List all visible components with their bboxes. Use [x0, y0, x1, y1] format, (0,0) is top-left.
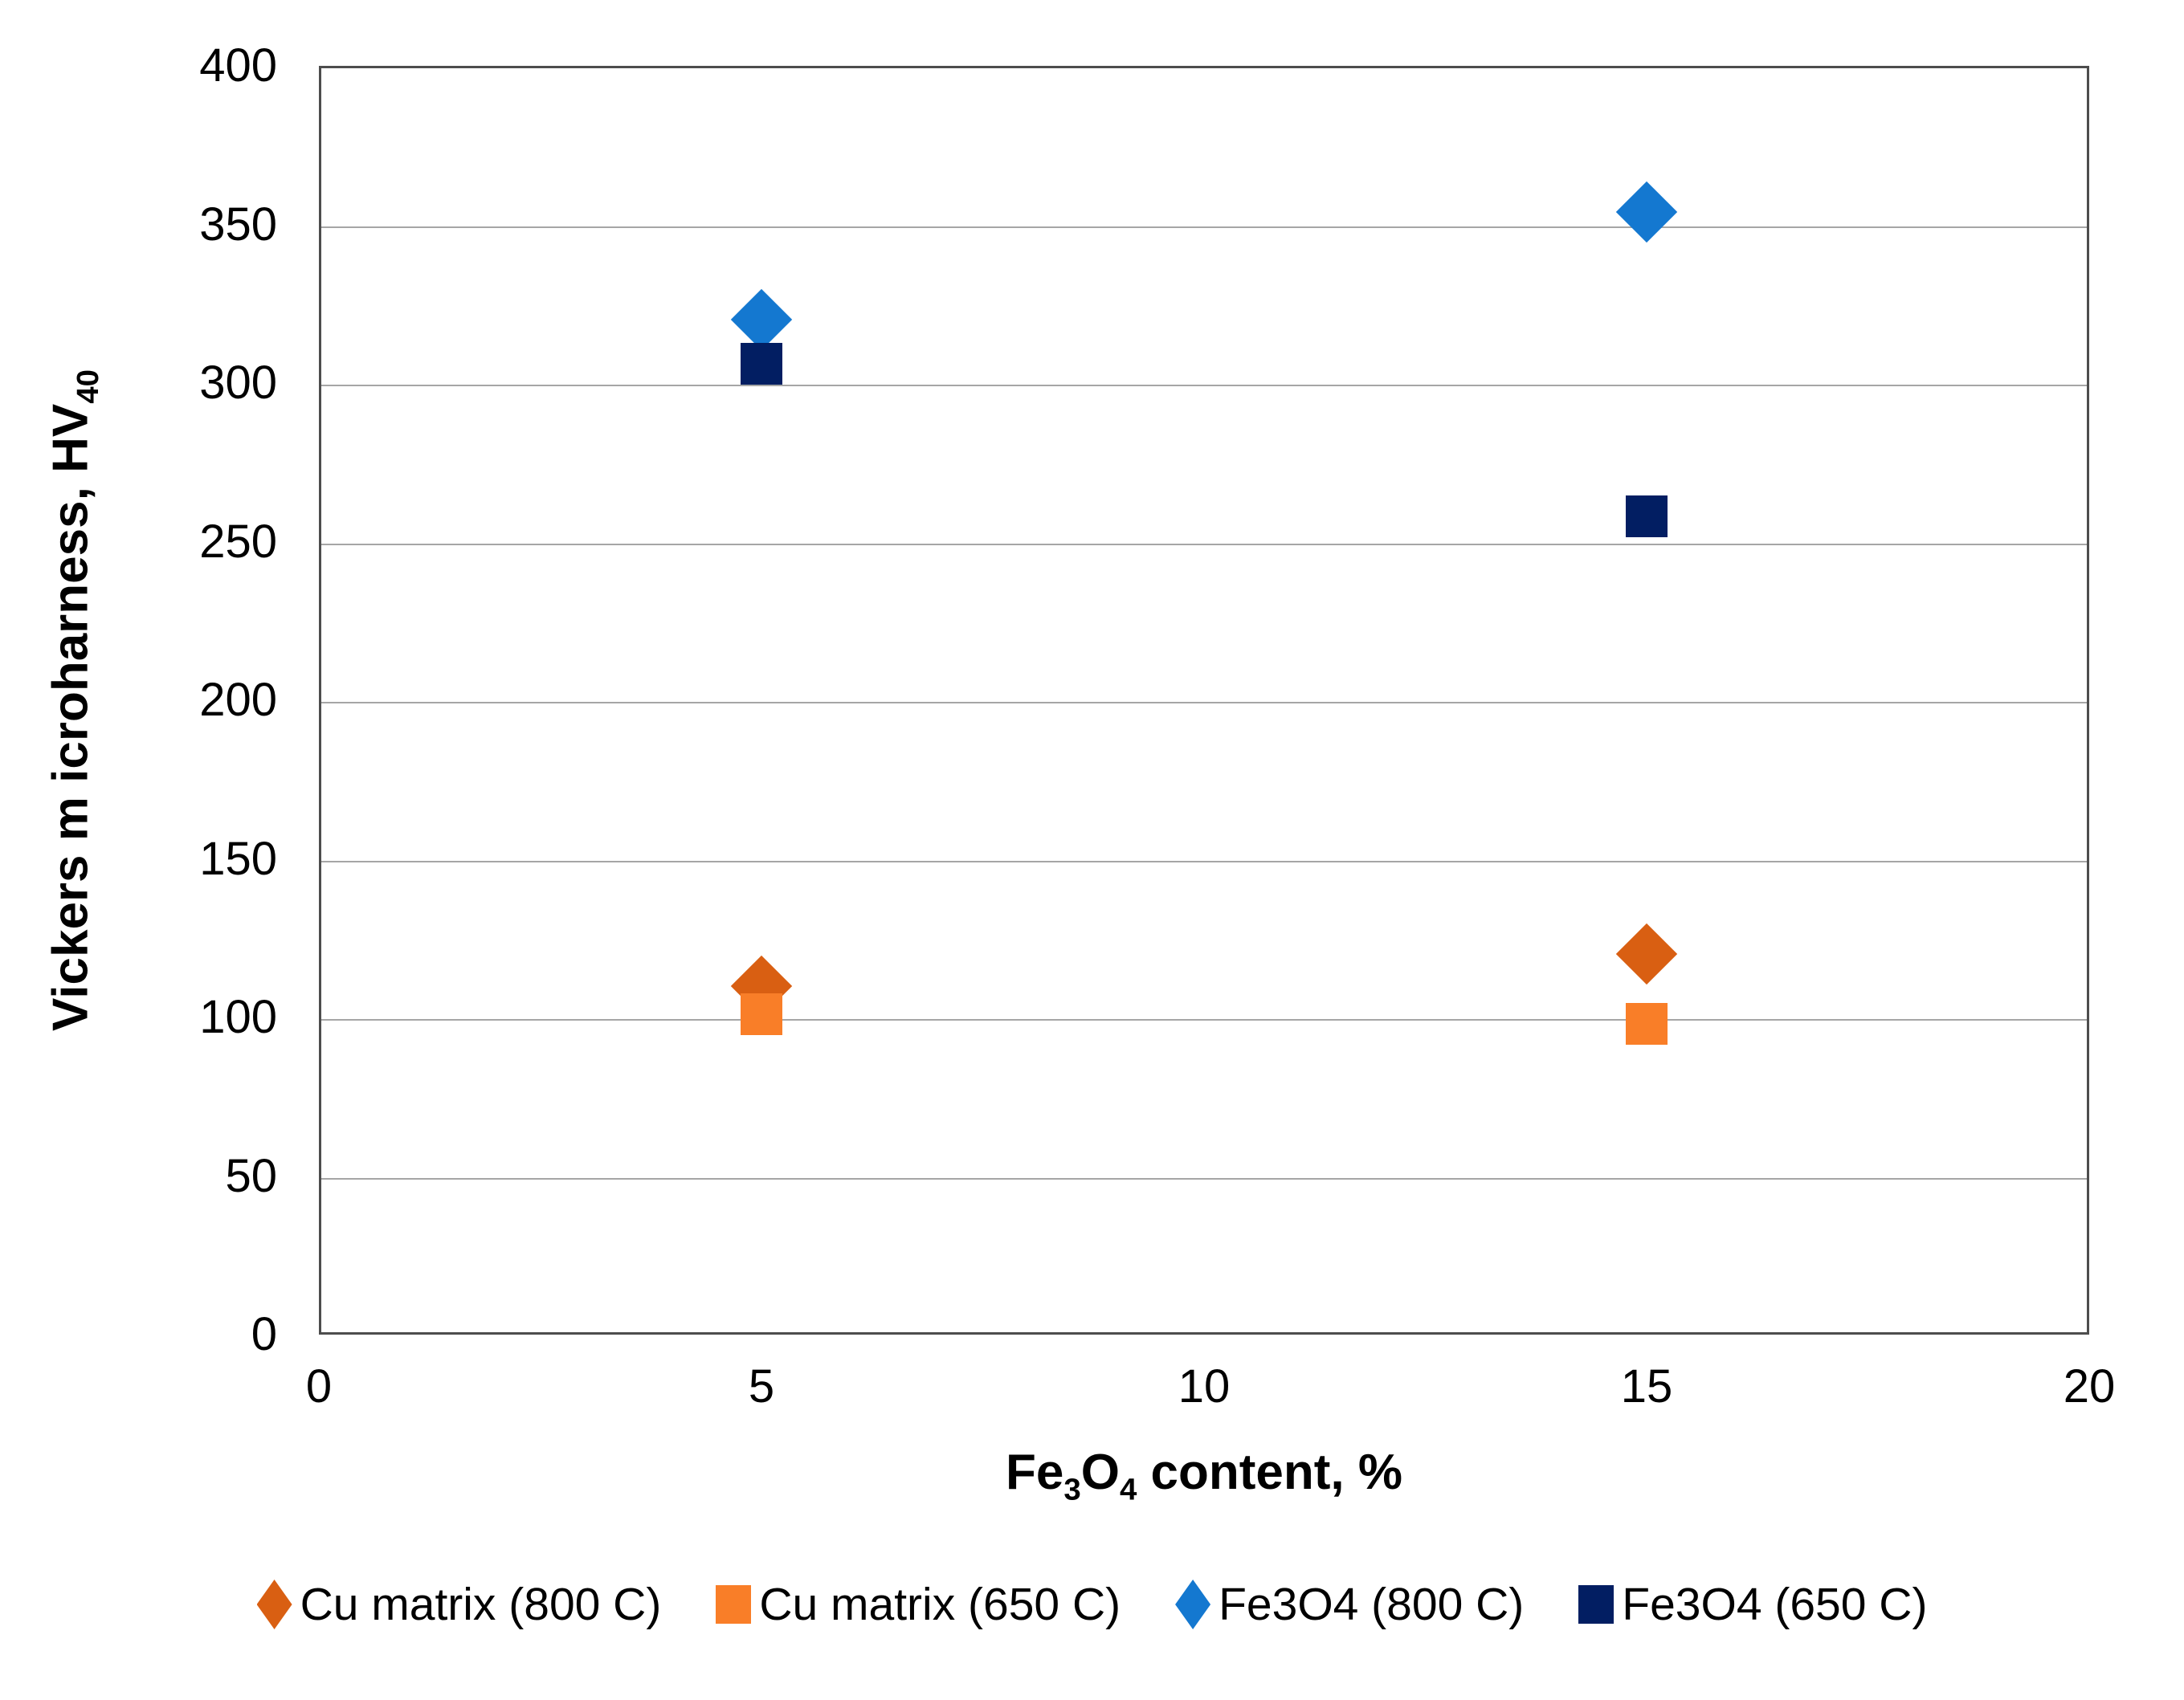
x-tick-label-15: 15: [1620, 1360, 1673, 1413]
legend-diamond-icon: [256, 1580, 292, 1629]
x-tick-label-20: 20: [2063, 1360, 2116, 1413]
y-tick-label-300: 300: [199, 357, 277, 409]
y-tick-label-0: 0: [251, 1308, 277, 1360]
legend-item-3: Fe3O4 (650 C): [1578, 1578, 1927, 1631]
y-tick-label-100: 100: [199, 991, 277, 1043]
data-point-cu-matrix-650-c--x15: [1626, 1002, 1668, 1045]
y-tick-label-150: 150: [199, 832, 277, 885]
legend-square-icon: [716, 1585, 752, 1624]
legend-item-2: Fe3O4 (800 C): [1175, 1578, 1524, 1631]
gridline-y-350: [321, 226, 2087, 228]
gridline-y-50: [321, 1177, 2087, 1180]
y-tick-label-200: 200: [199, 674, 277, 726]
x-tick-label-10: 10: [1178, 1360, 1231, 1413]
legend-diamond-icon: [1175, 1580, 1211, 1629]
legend-label: Fe3O4 (650 C): [1622, 1579, 1928, 1630]
plot-area: [319, 66, 2089, 1335]
gridline-y-250: [321, 543, 2087, 545]
data-point-fe3o4-650-c--x5: [741, 343, 782, 385]
gridline-y-100: [321, 1019, 2087, 1021]
gridline-y-150: [321, 860, 2087, 862]
x-tick-label-0: 0: [305, 1360, 333, 1413]
legend-label: Cu matrix (650 C): [759, 1579, 1121, 1630]
legend-item-1: Cu matrix (650 C): [716, 1578, 1121, 1631]
x-axis-title: Fe3O4 content, %: [1005, 1445, 1403, 1507]
legend-square-icon: [1578, 1585, 1615, 1624]
legend: Cu matrix (800 C) Cu matrix (650 C) Fe3O4 …: [0, 1564, 2184, 1645]
gridline-y-200: [321, 702, 2087, 703]
legend-item-0: Cu matrix (800 C): [256, 1578, 662, 1631]
data-point-fe3o4-650-c--x15: [1626, 495, 1668, 537]
y-tick-label-350: 350: [199, 198, 277, 251]
legend-label: Cu matrix (800 C): [300, 1579, 662, 1630]
gridline-y-300: [321, 385, 2087, 386]
x-tick-label-5: 5: [748, 1360, 775, 1413]
data-point-cu-matrix-650-c--x5: [741, 993, 782, 1036]
legend-label: Fe3O4 (800 C): [1219, 1579, 1525, 1630]
y-tick-label-400: 400: [199, 39, 277, 92]
y-tick-label-50: 50: [225, 1149, 277, 1202]
y-tick-label-250: 250: [199, 515, 277, 568]
